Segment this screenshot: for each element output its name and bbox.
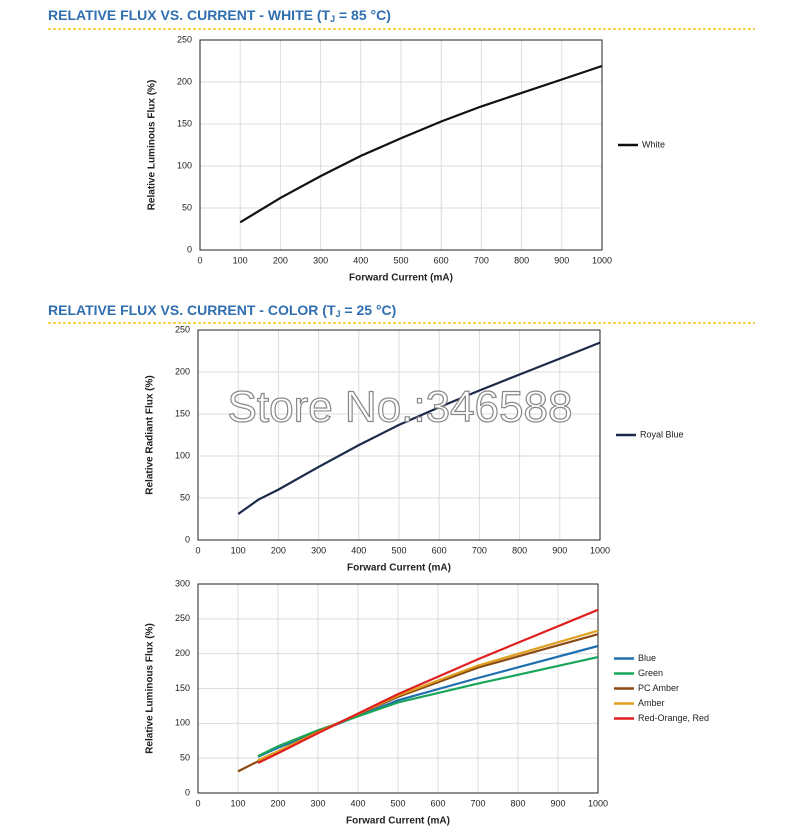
y-tick-label: 250: [175, 613, 190, 623]
x-tick-label: 800: [510, 798, 525, 808]
watermark: Store No.:346588: [228, 383, 573, 432]
x-tick-label: 100: [233, 255, 248, 265]
series-line: [257, 608, 599, 764]
x-tick-label: 200: [273, 255, 288, 265]
x-tick-label: 1000: [590, 545, 610, 555]
x-axis-label: Forward Current (mA): [346, 816, 450, 827]
x-tick-label: 900: [552, 545, 567, 555]
heading-text: = 25 °C): [341, 302, 397, 318]
x-tick-label: 800: [512, 545, 527, 555]
x-axis-label: Forward Current (mA): [349, 273, 453, 284]
series-line: [257, 656, 599, 758]
legend-label: Royal Blue: [640, 429, 684, 439]
legend-label: Red-Orange, Red: [638, 713, 709, 723]
x-tick-label: 300: [313, 255, 328, 265]
heading-subscript: J: [330, 14, 335, 24]
y-tick-label: 0: [185, 787, 190, 797]
plot-frame: [199, 39, 603, 251]
y-tick-label: 200: [177, 76, 192, 86]
y-tick-label: 200: [175, 366, 190, 376]
y-tick-label: 150: [175, 683, 190, 693]
y-tick-label: 50: [182, 202, 192, 212]
plot-frame: [197, 583, 599, 794]
y-tick-label: 250: [175, 324, 190, 334]
x-tick-label: 400: [351, 545, 366, 555]
y-tick-label: 0: [185, 534, 190, 544]
x-tick-label: 200: [271, 545, 286, 555]
x-tick-label: 600: [430, 798, 445, 808]
x-tick-label: 700: [474, 255, 489, 265]
x-tick-label: 0: [195, 798, 200, 808]
y-tick-label: 300: [175, 578, 190, 588]
x-axis-label: Forward Current (mA): [347, 563, 451, 574]
heading-text: RELATIVE FLUX VS. CURRENT - COLOR (T: [48, 302, 336, 318]
y-axis-label: Relative Luminous Flux (%): [145, 623, 156, 754]
x-tick-label: 800: [514, 255, 529, 265]
y-tick-label: 100: [177, 160, 192, 170]
x-tick-label: 200: [270, 798, 285, 808]
legend-label: Green: [638, 668, 663, 678]
x-tick-label: 500: [390, 798, 405, 808]
x-tick-label: 400: [350, 798, 365, 808]
heading-subscript: J: [336, 309, 341, 319]
x-tick-label: 900: [550, 798, 565, 808]
legend-label: Amber: [638, 698, 665, 708]
x-tick-label: 300: [310, 798, 325, 808]
x-tick-label: 1000: [592, 255, 612, 265]
x-tick-label: 1000: [588, 798, 608, 808]
x-tick-label: 600: [434, 255, 449, 265]
y-tick-label: 50: [180, 753, 190, 763]
heading-text: RELATIVE FLUX VS. CURRENT - WHITE (T: [48, 7, 331, 23]
legend-label: Blue: [638, 653, 656, 663]
legend-label: PC Amber: [638, 683, 679, 693]
y-tick-label: 250: [177, 34, 192, 44]
series-line: [239, 64, 603, 224]
series-line: [237, 341, 601, 515]
x-tick-label: 100: [231, 545, 246, 555]
x-tick-label: 500: [391, 545, 406, 555]
x-tick-label: 0: [195, 545, 200, 555]
y-tick-label: 100: [175, 718, 190, 728]
x-tick-label: 900: [554, 255, 569, 265]
x-tick-label: 300: [311, 545, 326, 555]
x-tick-label: 600: [432, 545, 447, 555]
y-axis-label: Relative Radiant Flux (%): [145, 375, 156, 494]
y-tick-label: 100: [175, 450, 190, 460]
plot-frame: [197, 329, 601, 541]
series-line: [237, 633, 599, 773]
y-tick-label: 150: [175, 408, 190, 418]
series-line: [257, 644, 599, 758]
x-tick-label: 700: [470, 798, 485, 808]
heading: RELATIVE FLUX VS. CURRENT - WHITE (TJ = …: [48, 7, 391, 25]
y-tick-label: 150: [177, 118, 192, 128]
heading: RELATIVE FLUX VS. CURRENT - COLOR (TJ = …: [48, 302, 396, 320]
legend-label: White: [642, 139, 665, 149]
x-tick-label: 0: [197, 255, 202, 265]
x-tick-label: 500: [393, 255, 408, 265]
heading-text: = 85 °C): [335, 7, 391, 23]
x-tick-label: 700: [472, 545, 487, 555]
y-tick-label: 50: [180, 492, 190, 502]
y-tick-label: 0: [187, 244, 192, 254]
x-tick-label: 100: [230, 798, 245, 808]
y-tick-label: 200: [175, 648, 190, 658]
x-tick-label: 400: [353, 255, 368, 265]
y-axis-label: Relative Luminous Flux (%): [147, 80, 158, 211]
